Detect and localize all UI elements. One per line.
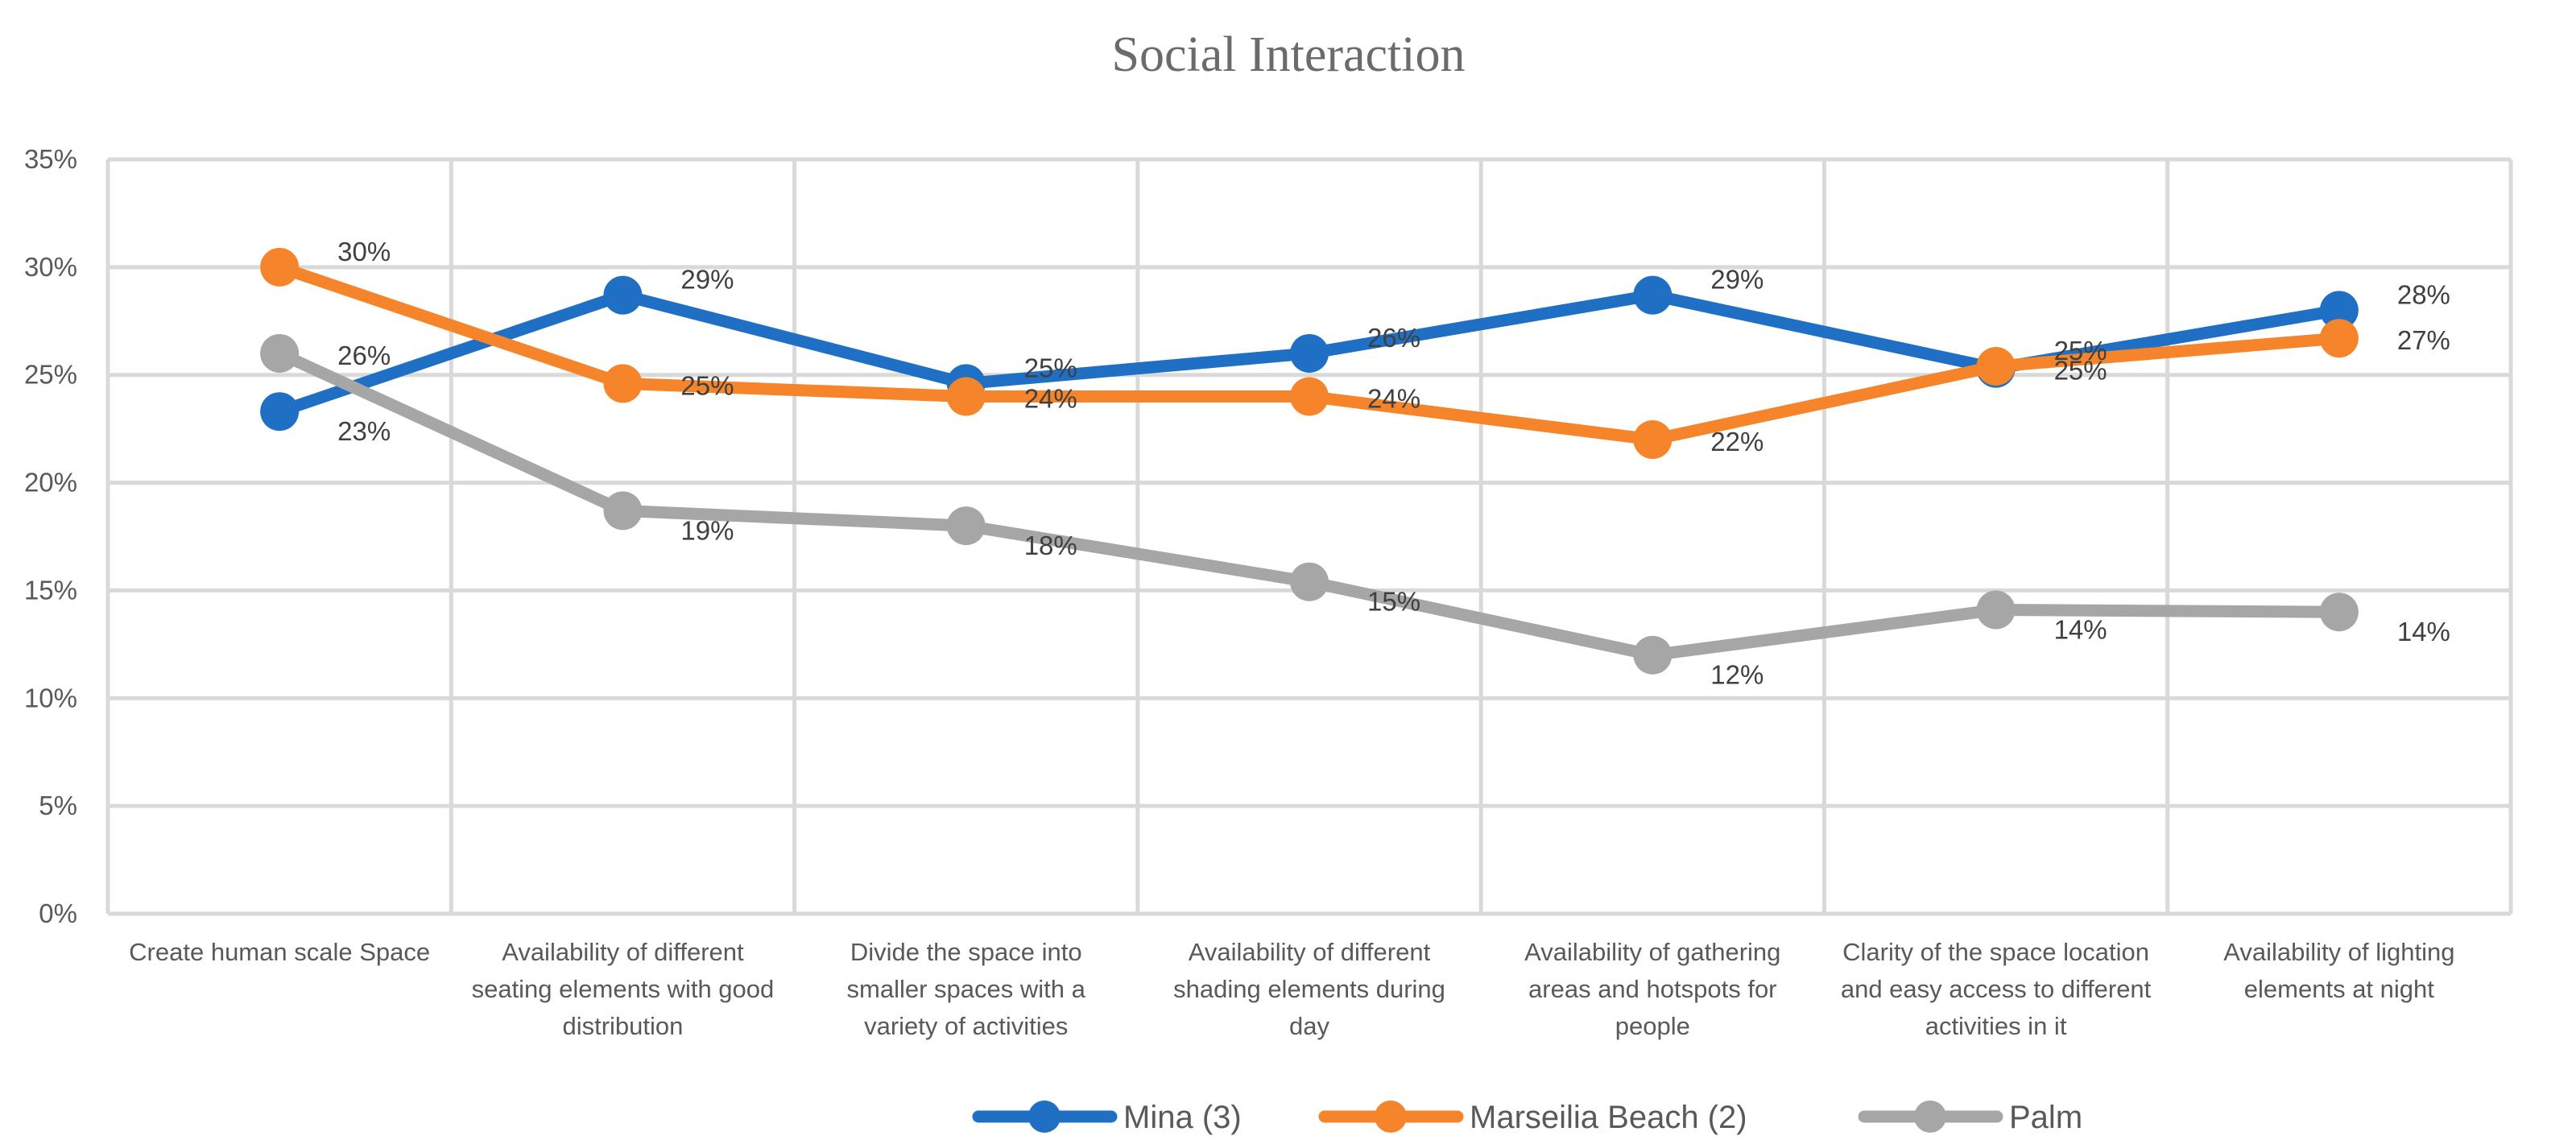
data-label: 29% [1710, 265, 1764, 295]
data-label: 19% [680, 515, 734, 545]
chart-title: Social Interaction [1112, 27, 1466, 82]
data-label: 24% [1024, 383, 1077, 413]
data-label: 18% [1024, 531, 1077, 560]
data-point [260, 247, 300, 287]
data-label: 27% [2397, 325, 2450, 355]
legend[interactable]: Mina (3) Marseilia Beach (2) Palm [972, 1100, 2082, 1135]
data-label: 24% [1367, 383, 1420, 413]
y-tick-label: 15% [24, 575, 77, 605]
x-tick-label: Availability of different seating element… [472, 938, 775, 1040]
y-tick-label: 5% [39, 791, 77, 820]
data-point [1290, 333, 1329, 373]
x-tick-label: Availability of lighting elements at nigh… [2223, 938, 2454, 1003]
legend-item[interactable]: Marseilia Beach (2) [1318, 1100, 1747, 1135]
data-label: 30% [337, 237, 391, 266]
data-point [946, 377, 986, 416]
data-point [603, 491, 643, 531]
legend-item[interactable]: Palm [1858, 1100, 2082, 1135]
x-tick-label: Availability of gathering areas and hotsp… [1524, 938, 1780, 1040]
data-point [260, 333, 300, 373]
series-layer [260, 247, 2359, 675]
data-point [1976, 590, 2016, 630]
legend-marker [1375, 1101, 1407, 1133]
data-point [1290, 562, 1329, 601]
y-tick-label: 25% [24, 360, 77, 390]
data-point [1976, 347, 2016, 386]
data-labels: 23%29%25%26%29%25%28%30%25% 24% 24%22%25% 2… [337, 237, 2450, 690]
data-label: 25% [2054, 336, 2107, 365]
legend-marker [1028, 1101, 1061, 1133]
axes: 0% 5% 10% 15% 20% 25% 30% 35% Create human scale… [24, 144, 2455, 1040]
x-tick-label: Clarity of the space location and easy ac… [1841, 938, 2152, 1040]
y-tick-label: 20% [24, 468, 77, 498]
data-point [1633, 420, 1673, 460]
data-label: 14% [2397, 617, 2450, 646]
x-tick-label: Create human scale Space [129, 938, 430, 966]
y-tick-label: 0% [39, 898, 77, 928]
legend-marker [1914, 1101, 1946, 1133]
data-point [946, 506, 986, 546]
data-label: 28% [2397, 279, 2450, 309]
data-label: 14% [2054, 615, 2107, 645]
x-tick-label: Availability of different shading element… [1173, 938, 1445, 1040]
data-point [2319, 319, 2359, 358]
data-point [1633, 635, 1673, 675]
grid [105, 157, 2513, 916]
data-label: 26% [337, 341, 391, 370]
data-label: 26% [1367, 323, 1420, 353]
legend-label: Palm [2009, 1100, 2082, 1135]
data-label: 23% [337, 416, 391, 446]
legend-label: Mina (3) [1123, 1100, 1242, 1135]
data-point [1290, 377, 1329, 416]
data-point [2319, 593, 2359, 632]
data-point [603, 364, 643, 403]
data-point [1633, 275, 1673, 315]
data-label: 25% [680, 370, 734, 400]
y-tick-label: 35% [24, 144, 77, 174]
data-label: 22% [1710, 427, 1764, 456]
data-label: 25% [1024, 353, 1077, 382]
data-label: 29% [680, 265, 734, 295]
legend-label: Marseilia Beach (2) [1470, 1100, 1747, 1135]
data-label: 12% [1710, 660, 1764, 690]
y-tick-label: 10% [24, 683, 77, 712]
data-label: 15% [1367, 587, 1420, 617]
legend-item[interactable]: Mina (3) [972, 1100, 1242, 1135]
y-tick-label: 30% [24, 252, 77, 282]
x-tick-label: Divide the space into smaller spaces with… [847, 938, 1086, 1040]
data-point [603, 275, 643, 315]
data-point [260, 392, 300, 432]
data-point [2319, 291, 2359, 330]
data-label: 25% [2054, 356, 2107, 386]
